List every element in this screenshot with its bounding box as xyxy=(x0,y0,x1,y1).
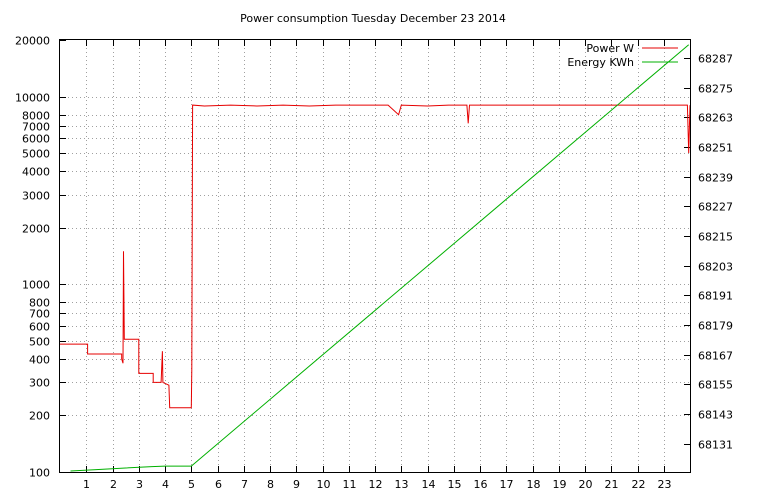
y-tick-label: 6000 xyxy=(22,133,50,146)
x-tick-label: 11 xyxy=(343,478,357,491)
x-tick-label: 6 xyxy=(215,478,222,491)
x-tick-label: 9 xyxy=(293,478,300,491)
x-tick-label: 15 xyxy=(448,478,462,491)
y2-tick-label: 68227 xyxy=(698,201,733,214)
y2-tick-label: 68263 xyxy=(698,112,733,125)
y-tick-label: 10000 xyxy=(15,92,50,105)
x-tick-label: 17 xyxy=(500,478,514,491)
y-tick-label: 3000 xyxy=(22,190,50,203)
x-tick-label: 13 xyxy=(395,478,409,491)
y-tick-label: 7000 xyxy=(22,121,50,134)
series-line xyxy=(60,104,691,409)
y-tick-label: 300 xyxy=(29,377,50,390)
series-power-w xyxy=(60,104,691,409)
y2-tick-label: 68275 xyxy=(698,83,733,96)
y-tick-label: 200 xyxy=(29,410,50,423)
x-tick-label: 22 xyxy=(632,478,646,491)
x-tick-label: 3 xyxy=(136,478,143,491)
x-tick-label: 7 xyxy=(241,478,248,491)
legend-label: Energy KWh xyxy=(567,56,634,69)
y-tick-label: 5000 xyxy=(22,148,50,161)
x-tick-label: 16 xyxy=(474,478,488,491)
chart-title: Power consumption Tuesday December 23 20… xyxy=(240,12,506,25)
y-tick-label: 8000 xyxy=(22,110,50,123)
legend-label: Power W xyxy=(586,42,634,55)
x-tick-label: 1 xyxy=(83,478,90,491)
x-tick-label: 20 xyxy=(579,478,593,491)
y-tick-label: 800 xyxy=(29,297,50,310)
y2-tick-label: 68179 xyxy=(698,320,733,333)
x-tick-label: 12 xyxy=(369,478,383,491)
y2-tick-label: 68167 xyxy=(698,350,733,363)
y2-tick-label: 68143 xyxy=(698,409,733,422)
x-tick-label: 5 xyxy=(188,478,195,491)
grid-lines xyxy=(60,40,690,472)
x-tick-label: 21 xyxy=(605,478,619,491)
x-tick-label: 8 xyxy=(267,478,274,491)
y2-tick-label: 68215 xyxy=(698,231,733,244)
right-y-axis: 68131 68143 68155 68167 68179 68191 68203 68215… xyxy=(684,53,733,452)
y2-tick-label: 68155 xyxy=(698,379,733,392)
y2-tick-label: 68251 xyxy=(698,142,733,155)
y-tick-label: 600 xyxy=(29,321,50,334)
y-tick-label: 1000 xyxy=(22,279,50,292)
x-tick-label: 2 xyxy=(110,478,117,491)
x-tick-label: 14 xyxy=(422,478,436,491)
x-axis: 1 2 3 4 5 6 7 8 9 10 11 12 13 14 15 16 17 18 19 20 21 22 23 xyxy=(83,40,672,491)
y2-tick-label: 68203 xyxy=(698,261,733,274)
y2-tick-label: 68131 xyxy=(698,439,733,452)
y2-tick-label: 68191 xyxy=(698,290,733,303)
y-tick-label: 500 xyxy=(29,336,50,349)
series-layer xyxy=(60,44,691,472)
x-tick-label: 4 xyxy=(162,478,169,491)
series-line xyxy=(70,44,690,472)
y-tick-label: 100 xyxy=(29,467,50,480)
y-tick-label: 20000 xyxy=(15,35,50,48)
plot-frame xyxy=(59,39,691,473)
y2-tick-label: 68287 xyxy=(698,53,733,66)
y-tick-label: 700 xyxy=(29,308,50,321)
y-tick-label: 4000 xyxy=(22,166,50,179)
x-tick-label: 18 xyxy=(527,478,541,491)
y-tick-label: 400 xyxy=(29,354,50,367)
x-tick-label: 10 xyxy=(317,478,331,491)
series-energy-kwh xyxy=(70,44,690,472)
x-tick-label: 23 xyxy=(658,478,672,491)
y-tick-label: 2000 xyxy=(22,223,50,236)
x-tick-label: 19 xyxy=(553,478,567,491)
y2-tick-label: 68239 xyxy=(698,172,733,185)
